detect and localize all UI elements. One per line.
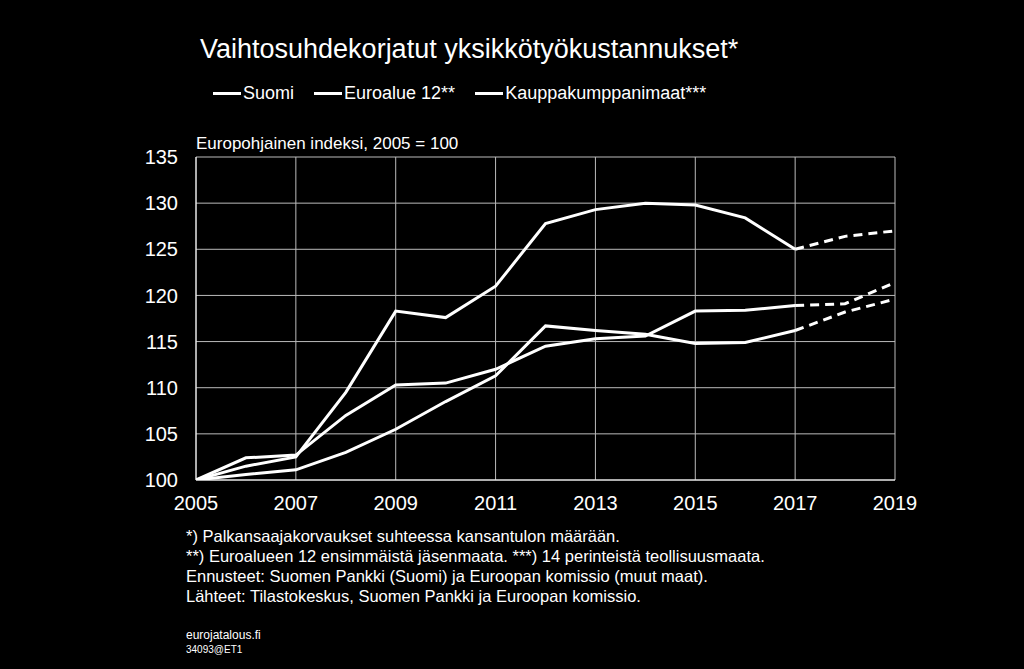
svg-text:2009: 2009 [373,492,418,514]
html-text:*) Palkansaajakorvaukset suhte: *) Palkansaajakorvaukset suhteessa kansa… [186,527,620,545]
svg-text:2019: 2019 [873,492,918,514]
svg-text:135: 135 [145,146,178,168]
svg-text:120: 120 [145,285,178,307]
svg-text:2007: 2007 [274,492,319,514]
html-text:Euroalue 12**: Euroalue 12** [344,83,456,103]
svg-text:110: 110 [146,377,178,399]
svg-text:100: 100 [145,469,178,491]
svg-text:2013: 2013 [573,492,618,514]
svg-text:115: 115 [146,331,178,353]
svg-text:2011: 2011 [474,492,517,514]
svg-text:105: 105 [145,423,178,445]
html-text:Suomi: Suomi [243,83,294,103]
svg-text:2015: 2015 [673,492,718,514]
html-text:Ennusteet: Suomen Pankki (Suom: Ennusteet: Suomen Pankki (Suomi) ja Euro… [186,567,708,585]
html-text:Vaihtosuhdekorjatut yksikkötyö: Vaihtosuhdekorjatut yksikkötyökustannuks… [200,34,739,64]
svg-text:2005: 2005 [174,492,219,514]
html-text:Lähteet: Tilastokeskus, Suomen: Lähteet: Tilastokeskus, Suomen Pankki ja… [186,587,641,605]
html-text:eurojatalous.fi: eurojatalous.fi [186,628,261,642]
html-text:34093@ET1: 34093@ET1 [186,644,243,655]
html-text:Kauppakumppanimaat***: Kauppakumppanimaat*** [505,83,707,103]
svg-text:2017: 2017 [773,492,818,514]
svg-text:130: 130 [145,192,178,214]
html-text:**) Euroalueen 12 ensimmäistä: **) Euroalueen 12 ensimmäistä jäsenmaata… [186,547,765,565]
svg-text:125: 125 [145,238,178,260]
html-text:Europohjainen indeksi, 2005 =: Europohjainen indeksi, 2005 = 100 [196,134,459,153]
